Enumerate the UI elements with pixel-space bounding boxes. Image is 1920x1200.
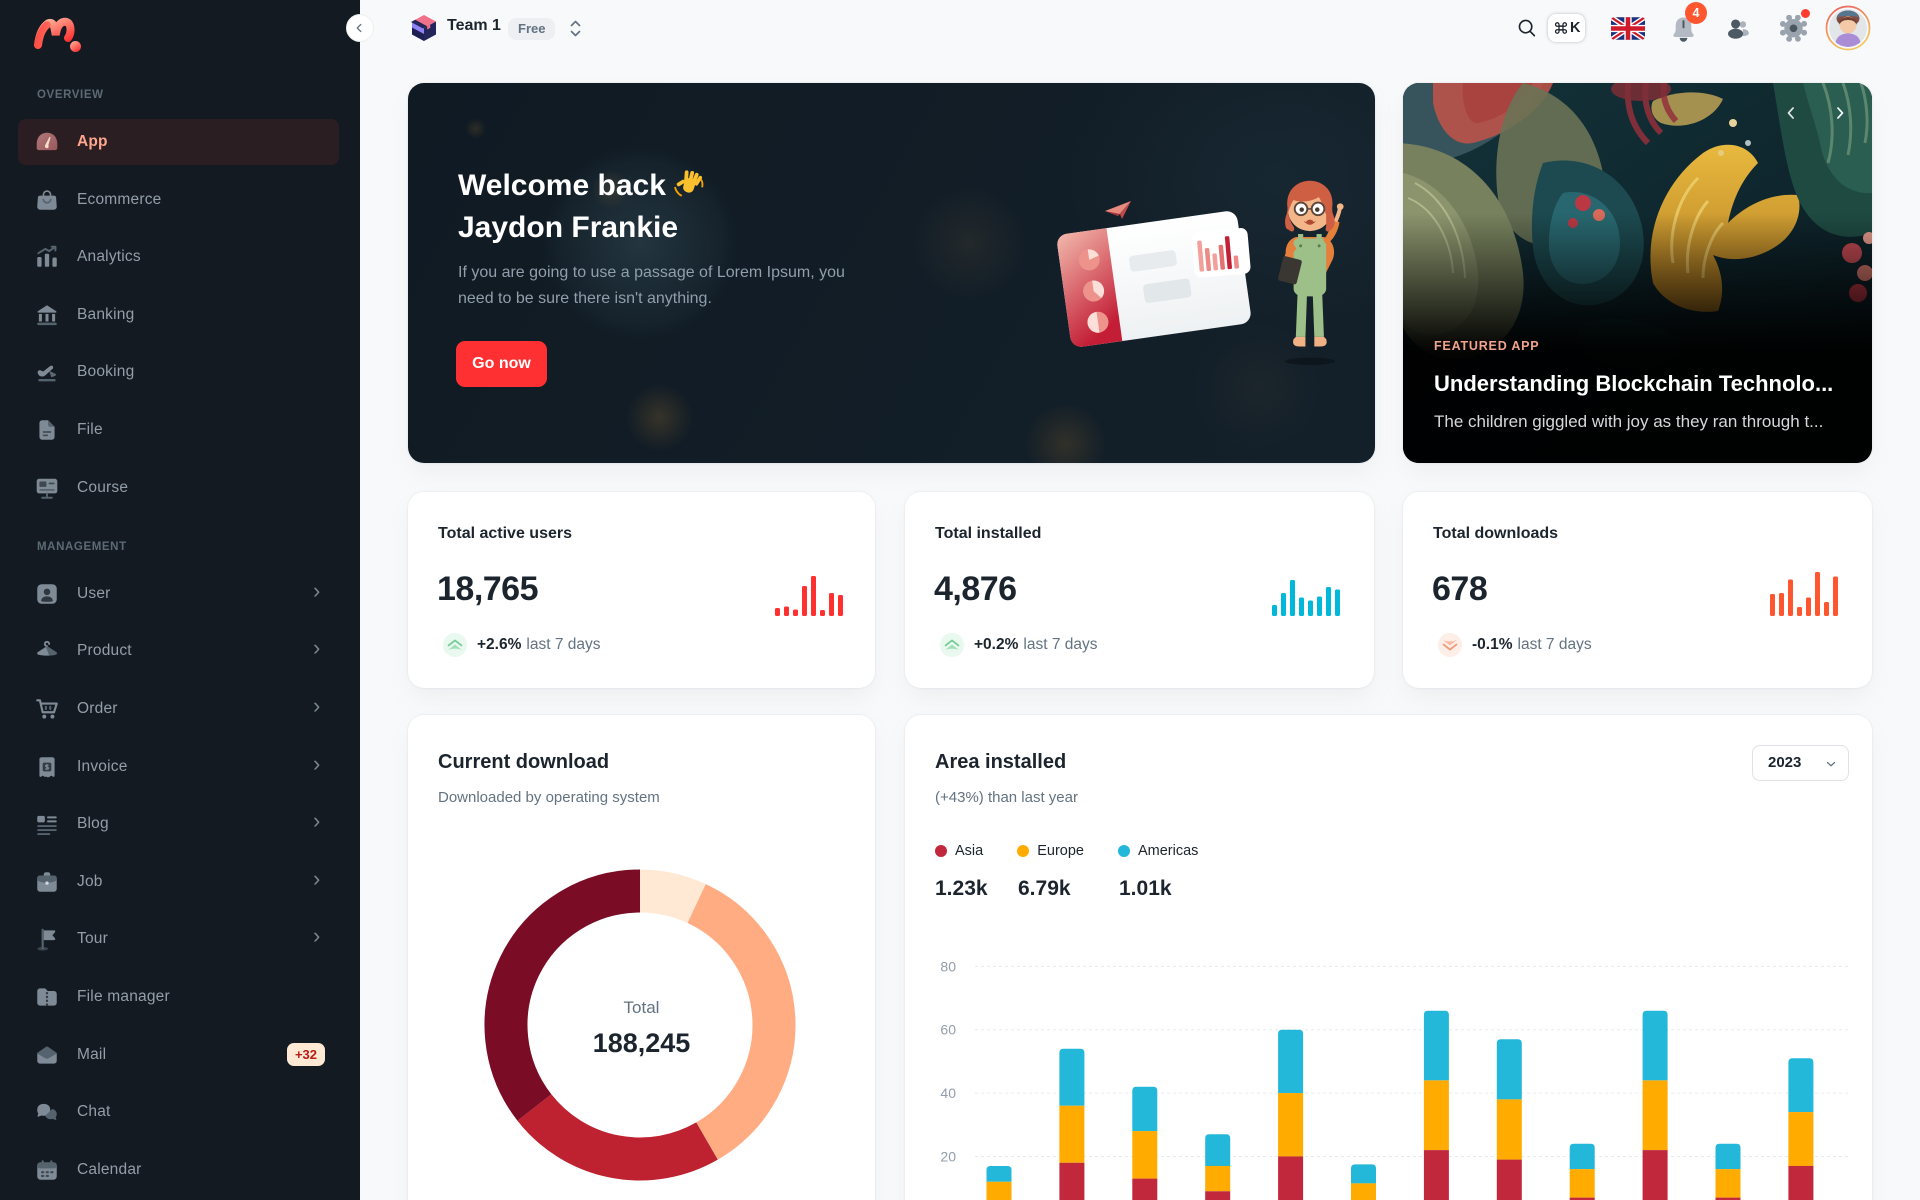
svg-text:40: 40 — [940, 1085, 956, 1101]
svg-text:60: 60 — [940, 1022, 956, 1038]
svg-text:20: 20 — [940, 1148, 956, 1164]
svg-text:80: 80 — [940, 958, 956, 974]
